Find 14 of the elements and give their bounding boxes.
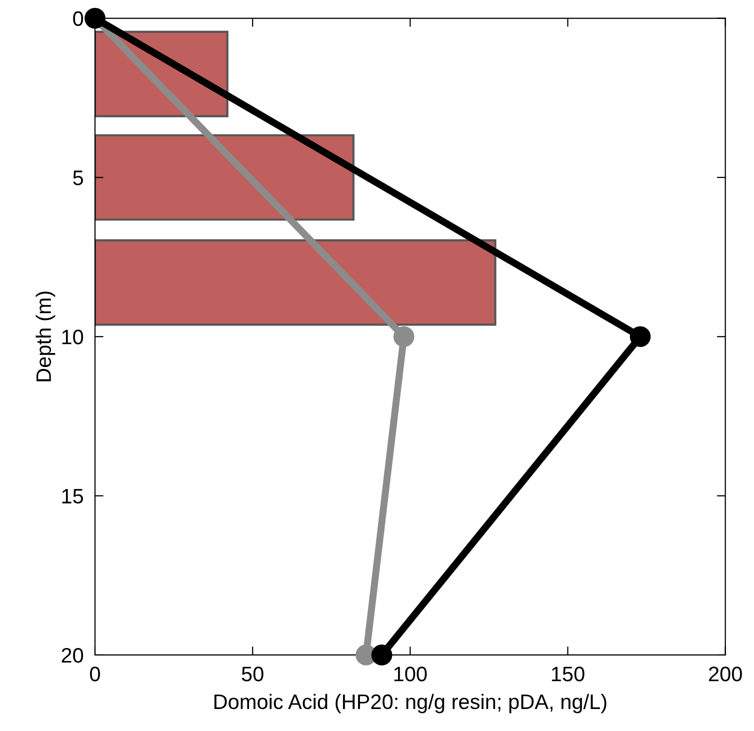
y-tick-label: 15 [62,489,84,504]
x-tick-label: 200 [709,666,742,682]
y-tick-label: 5 [73,170,84,186]
y-tick-label: 0 [73,11,84,26]
bar [95,239,496,326]
y-tick-label: 20 [62,648,84,663]
x-tick-label: 100 [394,666,427,682]
x-axis-title: Domoic Acid (HP20: ng/g resin; pDA, ng/L) [214,694,606,714]
x-tick-label: 50 [242,666,264,682]
x-tick-label: 0 [90,666,100,682]
y-axis-title: Depth (m) [36,292,56,382]
bar [95,134,354,221]
y-tick-label: 10 [62,330,84,344]
x-tick-label: 150 [552,666,584,682]
